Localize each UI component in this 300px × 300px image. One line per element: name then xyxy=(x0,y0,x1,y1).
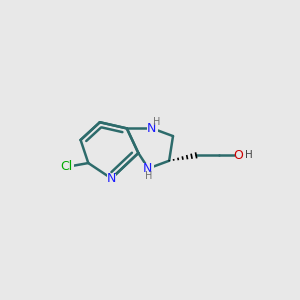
Bar xyxy=(147,123,158,134)
Text: H: H xyxy=(153,117,160,127)
Text: O: O xyxy=(233,149,243,162)
Bar xyxy=(143,163,154,174)
Text: H: H xyxy=(245,150,253,160)
Text: Cl: Cl xyxy=(61,160,73,173)
Bar xyxy=(235,151,242,160)
Text: N: N xyxy=(147,122,156,135)
Text: N: N xyxy=(107,172,116,185)
Bar xyxy=(59,161,74,172)
Text: N: N xyxy=(143,162,152,175)
Text: H: H xyxy=(146,171,153,181)
Bar xyxy=(107,174,116,183)
